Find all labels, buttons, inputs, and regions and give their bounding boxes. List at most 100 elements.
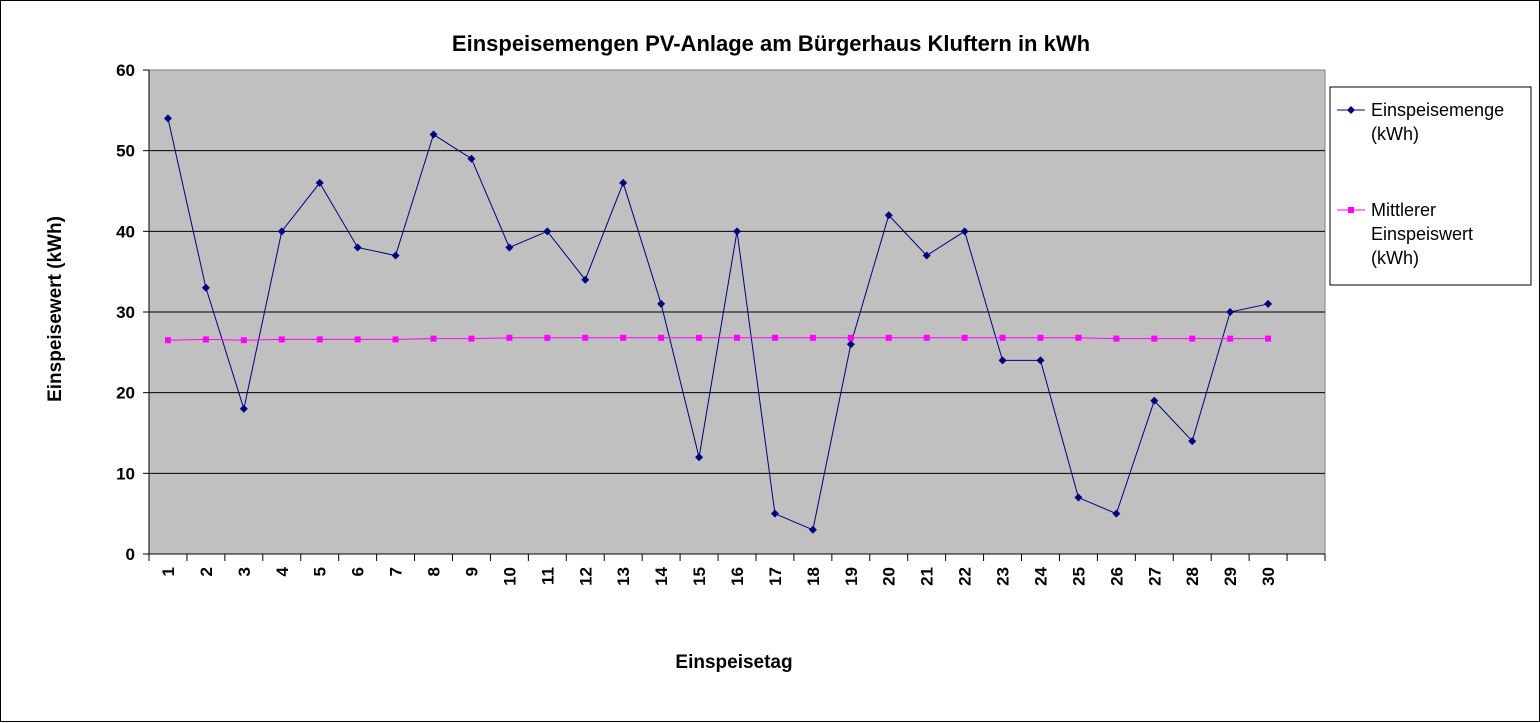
- x-tick-label: 16: [728, 567, 747, 586]
- x-tick-label: 27: [1145, 567, 1164, 586]
- data-point: [277, 227, 286, 236]
- data-point: [1227, 335, 1234, 342]
- x-tick-label: 2: [197, 567, 216, 576]
- x-tick-label: 28: [1183, 567, 1202, 586]
- gridlines: [149, 150, 1325, 474]
- data-point: [619, 178, 628, 187]
- data-point: [1036, 356, 1045, 365]
- data-point: [885, 334, 892, 341]
- y-tick-label: 30: [116, 303, 135, 322]
- data-point: [430, 335, 437, 342]
- y-axis-title: Einspeisewert (kWh): [45, 216, 66, 402]
- legend-marker: [1347, 106, 1355, 114]
- data-point: [1226, 308, 1235, 316]
- legend-label: Einspeisemenge: [1371, 100, 1504, 120]
- legend-box: [1329, 86, 1532, 286]
- data-point: [1112, 509, 1121, 518]
- data-point: [164, 337, 171, 344]
- data-point: [543, 227, 552, 236]
- data-point: [467, 154, 476, 163]
- data-point: [770, 509, 779, 518]
- data-point: [201, 283, 210, 292]
- y-tick-label: 10: [116, 464, 135, 483]
- x-tick-label: 13: [614, 567, 633, 586]
- x-tick-label: 12: [576, 567, 595, 586]
- x-tick-label: 3: [235, 567, 254, 576]
- data-point: [581, 275, 590, 284]
- y-tick-label: 40: [116, 222, 135, 241]
- data-point: [1150, 396, 1159, 405]
- legend: Einspeisemenge (kWh) Mittlerer Einspeiswert…: [1329, 86, 1532, 286]
- data-point: [354, 336, 361, 343]
- x-tick-label: 26: [1107, 567, 1126, 586]
- data-point: [1113, 335, 1120, 342]
- x-tick-label: 30: [1259, 567, 1278, 586]
- data-point: [1188, 437, 1197, 446]
- series-2: [164, 334, 1272, 344]
- data-point: [771, 334, 778, 341]
- data-point: [1037, 334, 1044, 341]
- x-tick-label: 15: [690, 567, 709, 586]
- data-point: [239, 404, 248, 413]
- data-point: [1264, 299, 1273, 308]
- data-point: [961, 334, 968, 341]
- data-point: [999, 334, 1006, 341]
- data-point: [734, 334, 740, 341]
- data-point: [620, 334, 627, 341]
- legend-marker: [1348, 207, 1354, 213]
- y-tick-label: 20: [116, 384, 135, 403]
- data-point: [1151, 335, 1158, 342]
- data-point: [163, 114, 172, 123]
- data-point: [658, 334, 665, 341]
- data-point: [353, 243, 362, 252]
- x-tick-label: 14: [652, 566, 671, 585]
- data-point: [582, 334, 589, 341]
- legend-label: Einspeiswert: [1371, 224, 1473, 244]
- data-point: [468, 335, 475, 342]
- legend-label: (kWh): [1371, 124, 1419, 144]
- x-tick-label: 17: [766, 567, 785, 586]
- x-axis-title: Einspeisetag: [675, 652, 792, 673]
- x-tick-label: 21: [918, 567, 937, 586]
- legend-label: (kWh): [1371, 248, 1419, 268]
- y-axis-ticks: 0 10 20 30 40 50 60: [116, 61, 150, 564]
- y-tick-label: 0: [126, 545, 135, 564]
- x-tick-label: 7: [387, 567, 406, 576]
- x-tick-label: 1: [159, 567, 178, 576]
- legend-entry-1: Einspeisemenge (kWh): [1337, 100, 1504, 144]
- x-tick-label: 8: [425, 567, 444, 576]
- data-point: [1075, 334, 1082, 341]
- series-layer: [163, 114, 1273, 534]
- data-point: [960, 227, 969, 236]
- data-point: [316, 336, 323, 343]
- x-tick-label: 19: [842, 567, 861, 586]
- x-tick-label: 23: [994, 567, 1013, 586]
- x-tick-label: 5: [311, 567, 330, 576]
- data-point: [544, 334, 551, 341]
- data-point: [695, 453, 704, 462]
- x-tick-label: 24: [1031, 566, 1050, 585]
- data-point: [922, 251, 931, 260]
- data-point: [998, 356, 1007, 365]
- data-point: [505, 243, 514, 252]
- data-point: [392, 336, 399, 343]
- x-tick-label: 4: [273, 566, 292, 576]
- x-tick-label: 25: [1069, 567, 1088, 586]
- data-point: [809, 334, 816, 341]
- data-point: [808, 525, 817, 534]
- legend-label: Mittlerer: [1371, 200, 1436, 220]
- y-tick-label: 60: [116, 61, 135, 80]
- data-point: [733, 227, 741, 236]
- data-point: [1265, 335, 1272, 342]
- data-point: [202, 336, 209, 343]
- data-point: [696, 334, 703, 341]
- x-tick-label: 22: [956, 567, 975, 586]
- legend-entry-2: Mittlerer Einspeiswert (kWh): [1337, 200, 1473, 268]
- x-tick-label: 10: [500, 567, 519, 586]
- data-point: [506, 334, 513, 341]
- data-point: [1189, 335, 1196, 342]
- x-tick-label: 6: [349, 567, 368, 576]
- data-point: [847, 334, 854, 341]
